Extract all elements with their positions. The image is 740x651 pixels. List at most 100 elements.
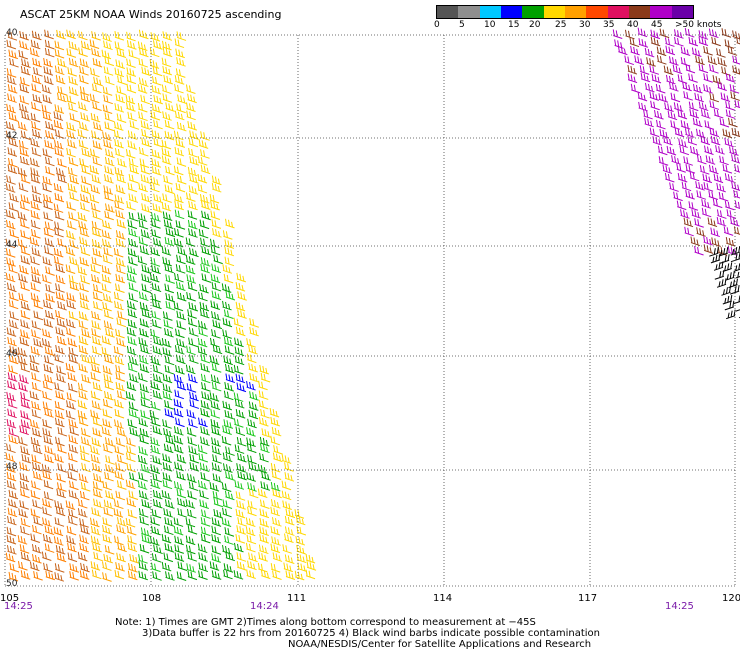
wind-barb (17, 355, 28, 366)
wind-barb (659, 128, 670, 139)
wind-barb (259, 499, 270, 510)
wind-barb (42, 506, 52, 517)
wind-barb (139, 318, 150, 328)
wind-barb (17, 561, 28, 571)
wind-barb (677, 172, 688, 183)
wind-barb (56, 552, 67, 563)
wind-barb (162, 193, 172, 203)
wind-barb (138, 29, 149, 40)
wind-barb (294, 570, 305, 581)
wind-barb (664, 172, 675, 183)
wind-barb (66, 129, 76, 140)
wind-barb (77, 30, 88, 41)
wind-barb (186, 102, 196, 112)
wind-barb (152, 489, 163, 500)
wind-barb (42, 148, 53, 158)
wind-barb (139, 427, 150, 438)
wind-barb (656, 119, 666, 130)
wind-barb (127, 130, 138, 140)
wind-barb (117, 157, 127, 168)
wind-barb (177, 508, 187, 518)
wind-barb (222, 329, 232, 339)
wind-barb (727, 46, 738, 56)
wind-barb (66, 292, 77, 302)
wind-barb (187, 93, 197, 104)
wind-barb (221, 283, 232, 293)
wind-barb (201, 391, 211, 401)
wind-barb (129, 472, 139, 482)
wind-barb (177, 497, 187, 508)
wind-barb (42, 418, 52, 429)
wind-barb (163, 319, 174, 329)
wind-barb (79, 74, 89, 85)
wind-barb (8, 112, 19, 122)
wind-barb (20, 419, 31, 429)
wind-barb (55, 274, 66, 285)
wind-barb (102, 533, 112, 544)
wind-barb (164, 263, 174, 274)
wind-barb (42, 182, 52, 193)
wind-barb (78, 344, 89, 355)
wind-barb (151, 562, 161, 573)
wind-barb (200, 407, 210, 418)
wind-barb (128, 563, 138, 573)
wind-barb (91, 363, 101, 374)
wind-barb (104, 165, 114, 176)
wind-barb (725, 237, 736, 247)
wind-barb (66, 525, 77, 536)
wind-barb (6, 257, 16, 267)
wind-barb (116, 337, 126, 347)
wind-barb (140, 409, 150, 420)
wind-barb (116, 524, 126, 535)
wind-barb (237, 291, 247, 301)
wind-barb (200, 131, 210, 141)
wind-barb (19, 374, 29, 384)
wind-barb (684, 226, 694, 237)
x-tick-label: 114 (433, 593, 453, 604)
colorbar-segment (564, 6, 587, 18)
wind-barb (173, 373, 184, 384)
wind-barb (234, 399, 245, 409)
wind-barb (56, 472, 66, 483)
wind-barb (54, 382, 64, 392)
wind-barb (77, 129, 88, 139)
wind-barb (685, 164, 696, 174)
wind-barb (273, 445, 283, 455)
wind-barb (44, 408, 54, 418)
wind-barb (19, 425, 29, 436)
wind-barb (54, 192, 65, 203)
wind-barb (222, 452, 233, 463)
wind-barb (103, 66, 114, 76)
wind-barb (186, 409, 197, 419)
wind-barb (91, 130, 101, 140)
wind-barb (79, 534, 89, 545)
wind-barb (233, 364, 244, 375)
wind-barb (102, 480, 112, 491)
wind-barb (91, 227, 102, 238)
wind-barb (716, 216, 727, 227)
wind-barb (162, 40, 172, 51)
wind-barb (55, 291, 66, 301)
wind-barb (57, 237, 67, 248)
wind-barb (53, 247, 64, 258)
wind-barb (44, 525, 55, 536)
wind-barb (68, 354, 79, 364)
wind-barb (43, 435, 54, 445)
wind-barb (43, 193, 53, 204)
wind-barb (80, 562, 90, 573)
wind-barb (140, 120, 151, 130)
wind-barb (221, 435, 232, 446)
wind-barb (211, 281, 222, 292)
colorbar-segment (607, 6, 629, 18)
wind-barb (7, 507, 18, 518)
wind-barb (138, 554, 148, 564)
wind-barb (91, 328, 101, 338)
wind-barb (102, 365, 113, 375)
wind-barb (271, 517, 282, 527)
wind-barb (140, 463, 151, 474)
wind-barb (57, 444, 67, 454)
wind-barb (151, 553, 162, 563)
wind-barb (79, 282, 89, 293)
wind-barb (209, 561, 220, 571)
wind-barb (176, 488, 187, 499)
